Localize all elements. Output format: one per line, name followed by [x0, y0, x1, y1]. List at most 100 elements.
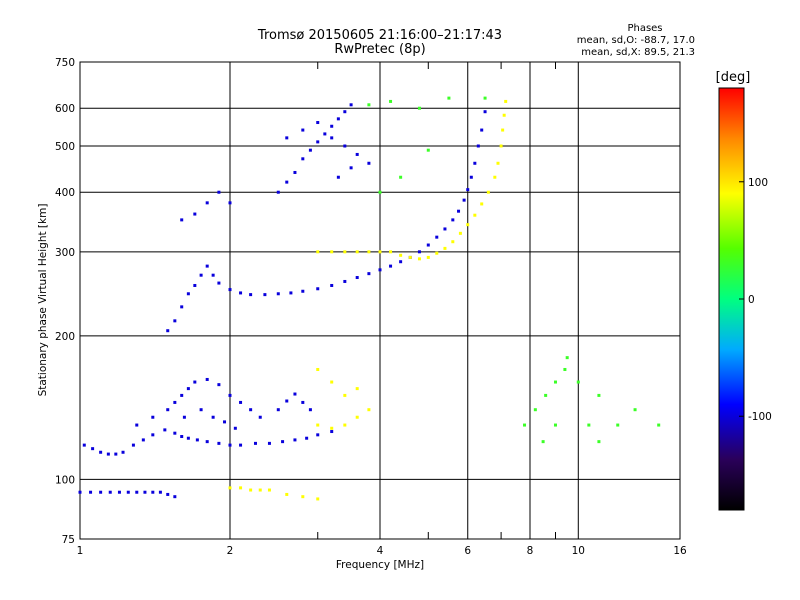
echo-point [143, 490, 147, 494]
echo-point [211, 415, 215, 419]
y-axis-label: Stationary phase Virtual Height [km] [37, 204, 49, 397]
echo-point [367, 408, 371, 412]
echo-point [193, 380, 197, 384]
echo-point [293, 392, 297, 396]
echo-point [285, 399, 289, 403]
echo-point [99, 450, 103, 454]
echo-point [399, 175, 403, 179]
echo-point [180, 305, 184, 309]
x-tick-labels: 1 2 4 6 8 10 16 [77, 545, 687, 557]
colorbar-tick-label: -100 [748, 411, 772, 423]
echo-point [343, 110, 347, 114]
echo-point [496, 161, 500, 165]
echo-point [476, 144, 480, 148]
colorbar-ticks: 100 0 -100 [739, 177, 772, 423]
points-layer [78, 96, 661, 501]
colorbar-tick-label: 0 [748, 294, 755, 306]
echo-point [316, 121, 320, 125]
echo-point [469, 175, 473, 179]
echo-point [173, 495, 177, 499]
echo-point [355, 250, 359, 254]
echo-point [330, 380, 334, 384]
echo-point [205, 440, 209, 444]
echo-point [330, 426, 334, 430]
echo-point [657, 423, 661, 427]
y-tick-labels: 75 100 200 300 400 500 600 750 [55, 57, 75, 546]
x-tick-label: 10 [572, 545, 585, 557]
echo-point [121, 450, 125, 454]
echo-point [316, 423, 320, 427]
echo-point [199, 273, 203, 277]
echo-point [316, 497, 320, 501]
echo-point [462, 198, 466, 202]
chart-title: Tromsø 20150605 21:16:00–21:17:43 [257, 28, 502, 43]
echo-point [473, 213, 477, 217]
colorbar-tick-label: 100 [748, 177, 768, 189]
echo-point [166, 329, 170, 333]
echo-point [435, 235, 439, 239]
echo-point [486, 190, 490, 194]
echo-point [597, 393, 601, 397]
echo-point [195, 438, 199, 442]
chart-subtitle: RwPretec (8p) [334, 42, 425, 57]
echo-point [228, 288, 232, 292]
echo-point [343, 393, 347, 397]
echo-point [117, 490, 121, 494]
echo-point [426, 243, 430, 247]
echo-point [135, 490, 139, 494]
echo-point [253, 441, 257, 445]
echo-point [316, 367, 320, 371]
echo-point [343, 144, 347, 148]
echo-point [151, 490, 155, 494]
y-tick-label: 300 [55, 247, 75, 259]
phase-stats-heading: Phases [627, 23, 662, 34]
x-tick-label: 8 [527, 545, 534, 557]
echo-point [426, 255, 430, 259]
echo-point [285, 180, 289, 184]
x-tick-label: 2 [227, 545, 234, 557]
echo-point [285, 492, 289, 496]
echo-point [106, 452, 110, 456]
echo-point [349, 103, 353, 107]
echo-point [276, 190, 280, 194]
echo-point [99, 490, 103, 494]
echo-point [186, 387, 190, 391]
echo-point [276, 292, 280, 296]
echo-point [180, 393, 184, 397]
echo-point [151, 433, 155, 437]
echo-point [239, 486, 243, 490]
echo-point [316, 287, 320, 291]
echo-point [483, 96, 487, 100]
echo-point [343, 279, 347, 283]
echo-point [211, 273, 215, 277]
echo-point [499, 144, 503, 148]
echo-point [417, 257, 421, 261]
echo-point [553, 380, 557, 384]
echo-point [330, 283, 334, 287]
echo-point [576, 380, 580, 384]
echo-point [533, 408, 537, 412]
echo-point [276, 408, 280, 412]
echo-point [451, 218, 455, 222]
echo-point [91, 447, 95, 451]
echo-point [458, 231, 462, 235]
echo-point [523, 423, 527, 427]
echo-point [281, 440, 285, 444]
echo-point [565, 356, 569, 360]
echo-point [355, 387, 359, 391]
echo-point [563, 367, 567, 371]
echo-point [163, 428, 167, 432]
echo-point [367, 161, 371, 165]
echo-point [480, 128, 484, 132]
echo-point [228, 443, 232, 447]
echo-point [301, 495, 305, 499]
echo-point [263, 293, 267, 297]
echo-point [426, 148, 430, 152]
echo-point [151, 415, 155, 419]
echo-point [82, 443, 86, 447]
echo-point [389, 264, 393, 268]
echo-point [158, 490, 162, 494]
echo-point [285, 136, 289, 140]
echo-point [173, 431, 177, 435]
echo-point [199, 408, 203, 412]
